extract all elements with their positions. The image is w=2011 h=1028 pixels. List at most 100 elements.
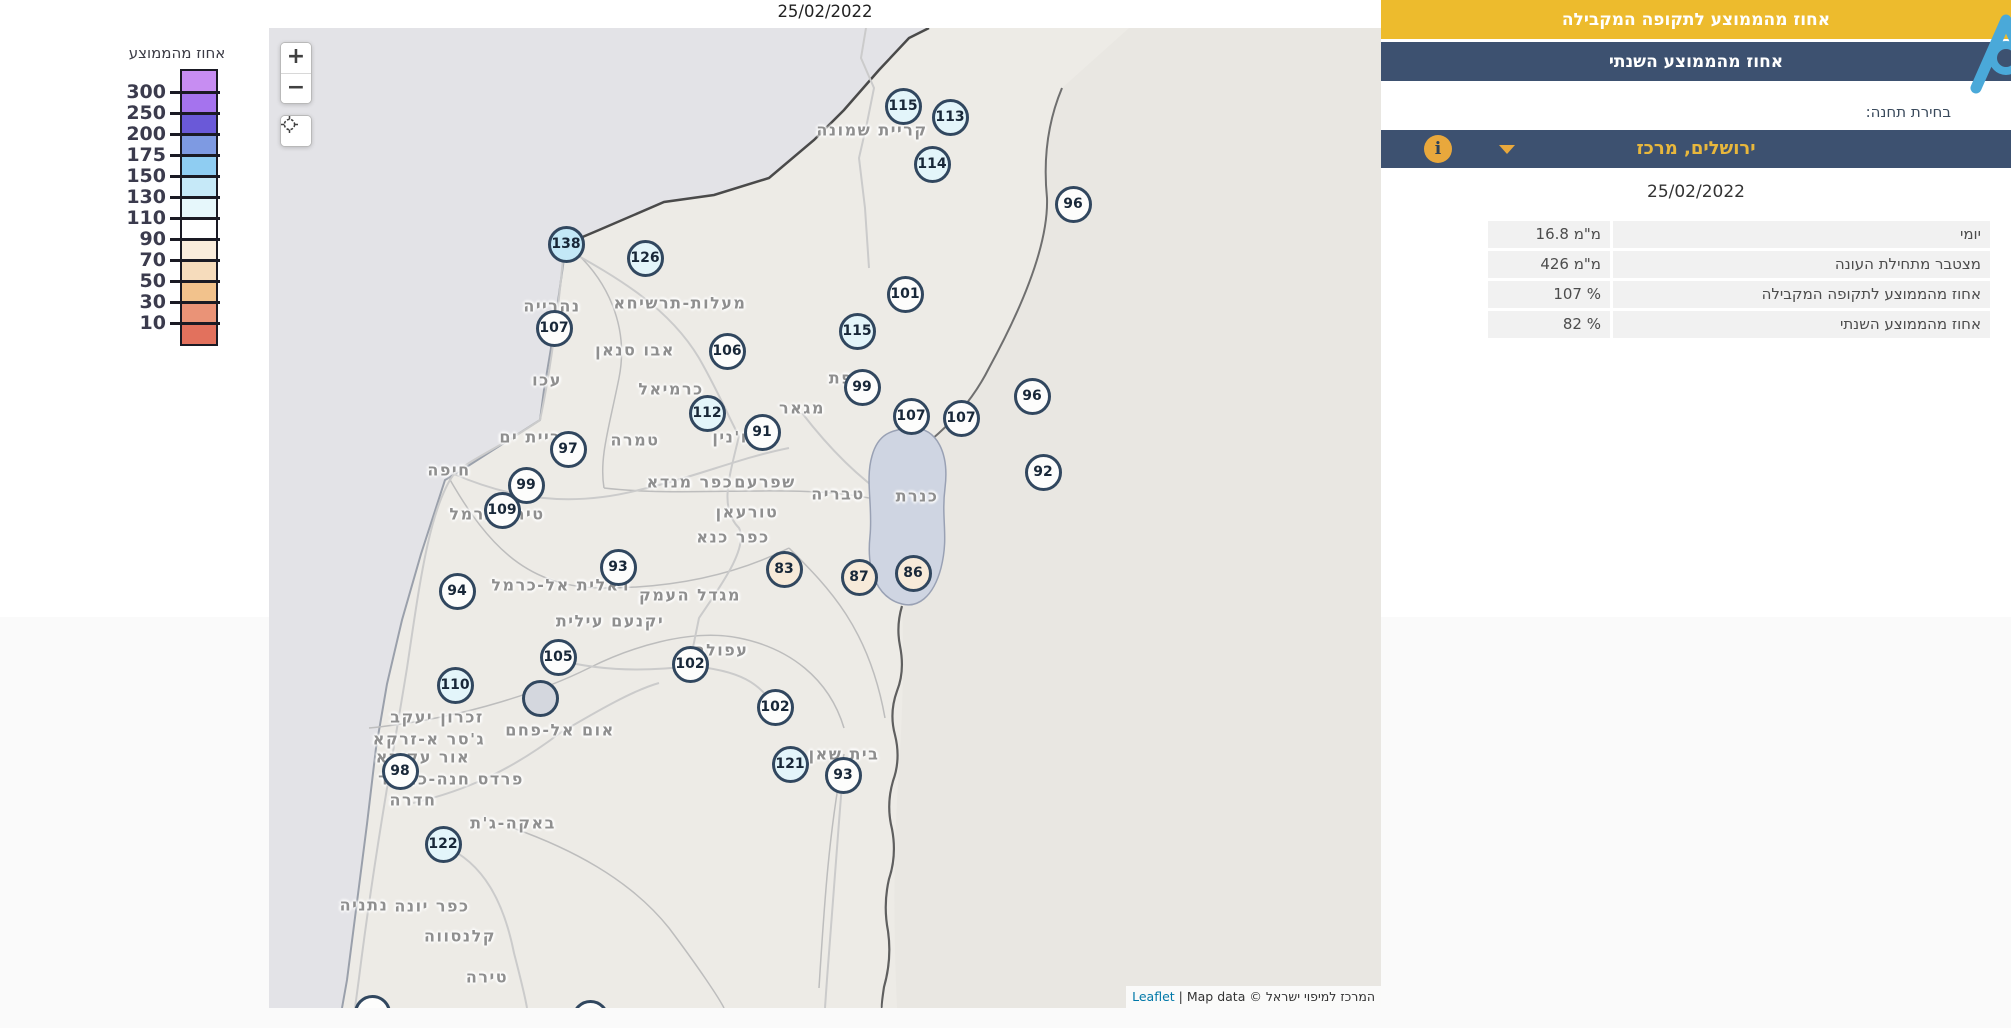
- legend-band: [182, 113, 216, 134]
- station-marker[interactable]: 138: [547, 225, 585, 263]
- station-marker[interactable]: 122: [424, 825, 462, 863]
- station-marker[interactable]: 107: [535, 309, 573, 347]
- zoom-out-button[interactable]: −: [281, 73, 311, 103]
- town-label: דאלית אל-כרמל: [491, 575, 631, 595]
- town-label: שפרעם: [734, 472, 796, 492]
- sidebar-second-bar[interactable]: אחוז מהממוצע השנתי: [1381, 42, 2011, 81]
- legend-title: אחוז מהממוצע: [128, 44, 226, 62]
- town-label: אבו סנאן: [595, 340, 675, 360]
- attribution-text: Map data © המרכז למיפוי ישראל: [1186, 989, 1375, 1004]
- sidebar-top-bar[interactable]: אחוז מהממוצע לתקופה המקבילה: [1381, 0, 2011, 39]
- station-name[interactable]: ירושלים, מרכז: [1636, 138, 1756, 159]
- info-icon[interactable]: i: [1424, 135, 1452, 163]
- town-label: כנרת: [895, 486, 939, 506]
- town-label: טורעאן: [715, 502, 779, 522]
- town-label: כפר יונה: [394, 896, 470, 916]
- legend-tick-line: [170, 217, 220, 220]
- station-marker[interactable]: 98: [381, 752, 419, 790]
- map-canvas[interactable]: + − Leaflet | Map data © המרכז למיפוי יש…: [269, 28, 1381, 1008]
- map-locate-control: [280, 115, 312, 147]
- sidebar-date: 25/02/2022: [1647, 182, 1745, 202]
- town-label: חיפה: [427, 460, 471, 480]
- legend-tick-line: [170, 112, 220, 115]
- town-label: טירה: [465, 967, 509, 987]
- legend-band: [182, 197, 216, 218]
- town-label: ג'סר א-זרקא: [372, 729, 486, 749]
- legend-tick-line: [170, 280, 220, 283]
- station-marker[interactable]: 121: [771, 745, 809, 783]
- leaflet-link[interactable]: Leaflet: [1132, 989, 1175, 1004]
- station-marker[interactable]: 113: [931, 98, 969, 136]
- map-date-header: 25/02/2022: [777, 2, 873, 21]
- station-marker[interactable]: 110: [436, 666, 474, 704]
- station-marker[interactable]: 83: [765, 550, 803, 588]
- town-label: קלנסווה: [423, 926, 497, 946]
- map-legend: אחוז מהממוצע 300 250 200 175 150 130 110 90 70 50…: [118, 44, 236, 349]
- row-label: אחוז מהממוצע השנתי: [1613, 311, 1990, 338]
- legend-tick-line: [170, 196, 220, 199]
- station-marker[interactable]: 112: [688, 394, 726, 432]
- legend-body: 300 250 200 175 150 130 110 90 70 50 30 10: [118, 69, 236, 349]
- attribution-separator: |: [1174, 989, 1187, 1004]
- station-marker[interactable]: 115: [884, 87, 922, 125]
- station-marker[interactable]: 109: [483, 491, 521, 529]
- station-marker[interactable]: 126: [626, 239, 664, 277]
- station-marker[interactable]: 101: [886, 275, 924, 313]
- legend-tick-label: 130: [126, 186, 166, 208]
- legend-band: [182, 71, 216, 92]
- legend-tick-label: 300: [126, 81, 166, 103]
- station-marker[interactable]: 99: [843, 368, 881, 406]
- station-marker[interactable]: 96: [1054, 185, 1092, 223]
- town-label: בית שאן: [808, 744, 880, 764]
- town-label: כפר מנדא: [646, 472, 734, 492]
- legend-band: [182, 176, 216, 197]
- station-marker[interactable]: [521, 679, 559, 717]
- sidebar-panel: אחוז מהממוצע לתקופה המקבילה אחוז מהממוצע…: [1381, 0, 2011, 1028]
- legend-tick-label: 200: [126, 123, 166, 145]
- legend-tick-line: [170, 154, 220, 157]
- town-label: נהרייה: [523, 296, 581, 316]
- table-row: 107 % אחוז מהממוצע לתקופה המקבילה: [1488, 281, 1990, 308]
- town-label: טבריה: [811, 484, 865, 504]
- town-label: יקנעם עילית: [555, 611, 665, 631]
- legend-band: [182, 134, 216, 155]
- zoom-in-button[interactable]: +: [281, 43, 311, 73]
- legend-tick-label: 30: [139, 291, 166, 313]
- locate-icon[interactable]: [281, 116, 311, 146]
- town-label: טמרה: [610, 430, 660, 450]
- row-label: אחוז מהממוצע לתקופה המקבילה: [1613, 281, 1990, 308]
- town-label: כפר כנא: [696, 527, 770, 547]
- station-marker[interactable]: 102: [756, 688, 794, 726]
- station-marker[interactable]: 115: [838, 312, 876, 350]
- station-marker[interactable]: 106: [708, 332, 746, 370]
- legend-tick-label: 150: [126, 165, 166, 187]
- table-row: 16.8 מ"מ יומי: [1488, 221, 1990, 248]
- legend-tick-label: 10: [139, 312, 166, 334]
- station-marker[interactable]: 91: [743, 413, 781, 451]
- legend-band: [182, 323, 216, 344]
- legend-tick-line: [170, 175, 220, 178]
- town-label: חדרה: [389, 790, 437, 810]
- town-label: מעלות-תרשיחא: [613, 293, 747, 313]
- station-marker[interactable]: 114: [913, 145, 951, 183]
- station-marker[interactable]: 105: [539, 638, 577, 676]
- chevron-down-icon[interactable]: [1499, 145, 1515, 154]
- station-marker[interactable]: 92: [1024, 453, 1062, 491]
- town-label: עפולה: [693, 640, 749, 660]
- station-marker[interactable]: 93: [599, 548, 637, 586]
- station-marker[interactable]: 102: [671, 645, 709, 683]
- station-marker[interactable]: 107: [942, 399, 980, 437]
- station-marker[interactable]: 94: [438, 572, 476, 610]
- station-marker[interactable]: 93: [824, 756, 862, 794]
- station-marker[interactable]: 96: [1013, 377, 1051, 415]
- row-value: 107 %: [1488, 281, 1610, 308]
- table-row: 82 % אחוז מהממוצע השנתי: [1488, 311, 1990, 338]
- station-marker[interactable]: 87: [840, 558, 878, 596]
- station-dropdown[interactable]: ירושלים, מרכז i: [1381, 130, 2011, 168]
- town-label: מגאר: [778, 398, 826, 418]
- town-label: אום אל-פחם: [505, 720, 615, 740]
- station-marker[interactable]: 107: [892, 397, 930, 435]
- sea-region: [269, 28, 929, 1008]
- station-marker[interactable]: 86: [894, 554, 932, 592]
- station-marker[interactable]: 97: [549, 430, 587, 468]
